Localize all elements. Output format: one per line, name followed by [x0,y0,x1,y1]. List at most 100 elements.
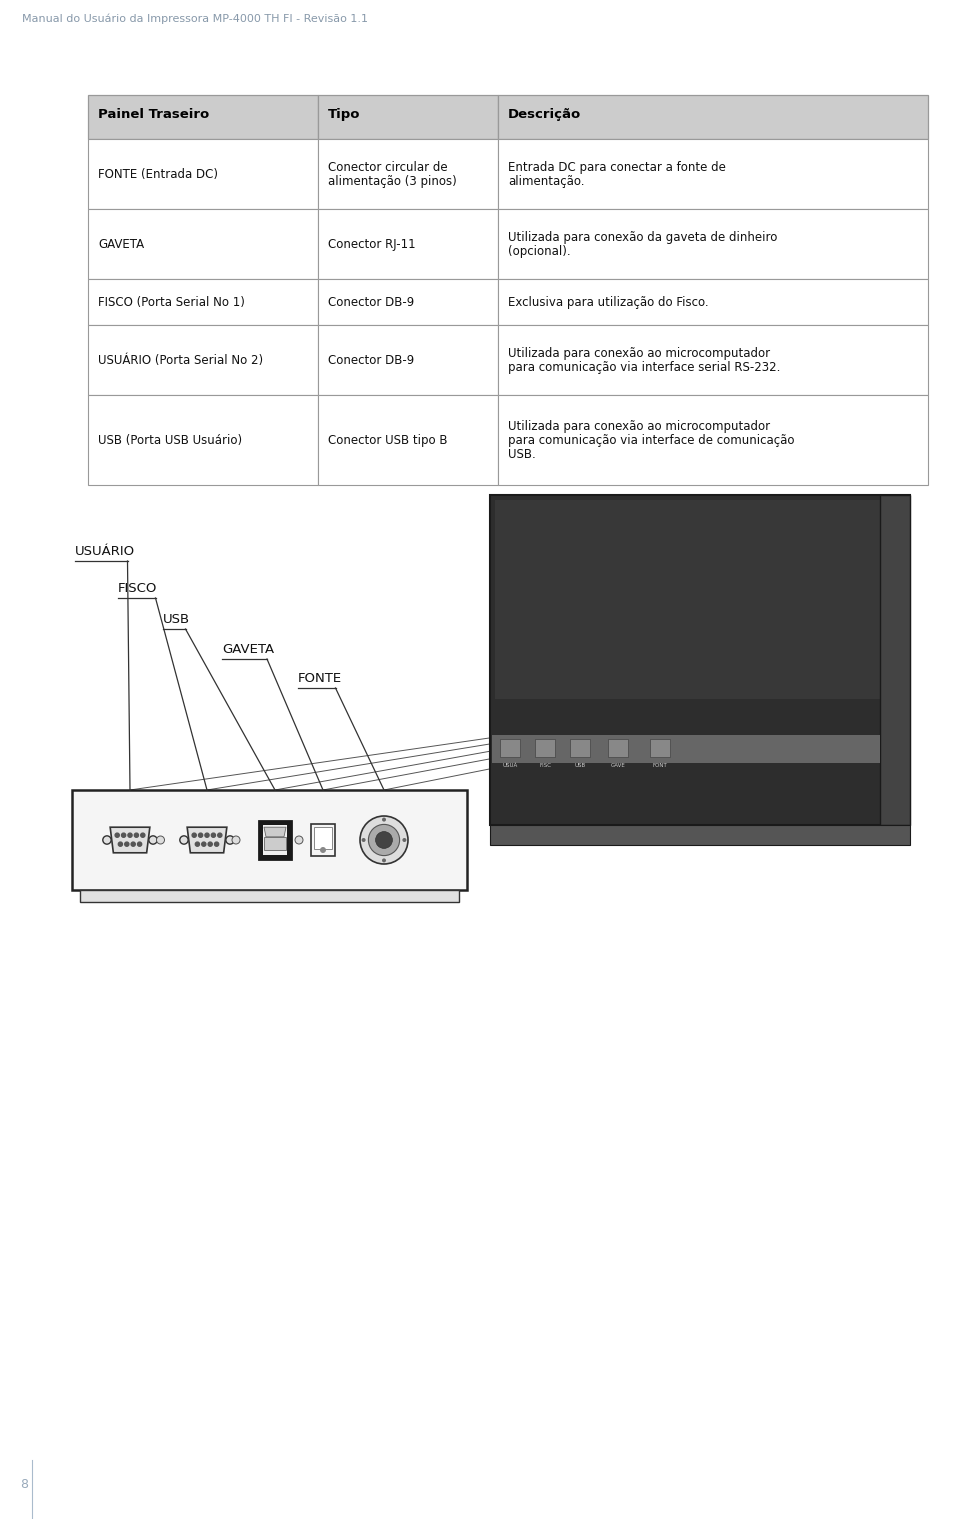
Bar [88,325,318,395]
Text: Entrada DC para conectar a fonte de: Entrada DC para conectar a fonte de [508,161,726,175]
Text: FONTE: FONTE [298,671,342,685]
Polygon shape [187,828,227,852]
Text: Conector circular de: Conector circular de [328,161,447,175]
Circle shape [199,832,203,837]
Circle shape [134,832,138,837]
Text: Utilizada para conexão da gaveta de dinheiro: Utilizada para conexão da gaveta de dinh… [508,231,778,245]
Text: USB: USB [163,614,190,626]
Bar [490,825,910,845]
Circle shape [125,842,129,846]
Bar [498,210,928,279]
Circle shape [375,831,393,849]
Text: GAVE: GAVE [611,763,625,769]
Circle shape [232,835,240,845]
Bar [650,740,670,756]
Circle shape [382,858,386,863]
Circle shape [122,832,126,837]
Text: FISC: FISC [539,763,551,769]
Bar [498,96,928,140]
Circle shape [382,817,386,822]
Text: Conector DB-9: Conector DB-9 [328,354,415,368]
Text: Painel Traseiro: Painel Traseiro [98,108,209,122]
Circle shape [208,842,212,846]
Bar [259,820,291,860]
Text: GAVETA: GAVETA [222,643,275,656]
Bar [88,210,318,279]
Circle shape [369,825,399,855]
Text: USB (Porta USB Usuário): USB (Porta USB Usuário) [98,434,242,447]
Circle shape [128,832,132,837]
Circle shape [132,842,135,846]
Bar [535,740,555,756]
Bar [318,279,498,325]
Circle shape [149,835,157,845]
Circle shape [118,842,123,846]
Circle shape [202,842,205,846]
Polygon shape [110,828,150,852]
Text: Utilizada para conexão ao microcomputador: Utilizada para conexão ao microcomputado… [508,419,770,433]
Bar [318,325,498,395]
Bar [318,395,498,485]
Bar [264,837,286,851]
Polygon shape [264,828,286,837]
Bar [880,495,910,825]
Bar [490,495,910,825]
Bar [498,279,928,325]
Bar [318,96,498,140]
Text: FISCO (Porta Serial No 1): FISCO (Porta Serial No 1) [98,296,245,308]
Circle shape [103,835,111,845]
Circle shape [137,842,142,846]
Bar [88,395,318,485]
Circle shape [295,835,303,845]
Bar [498,395,928,485]
Circle shape [204,832,209,837]
Bar [492,735,880,763]
Bar [318,210,498,279]
Circle shape [362,838,366,842]
Circle shape [115,832,119,837]
Text: para comunicação via interface de comunicação: para comunicação via interface de comuni… [508,434,795,447]
Circle shape [320,848,326,854]
Text: USUÁRIO (Porta Serial No 2): USUÁRIO (Porta Serial No 2) [98,354,263,368]
Bar [314,826,332,849]
Text: USB.: USB. [508,448,536,460]
Circle shape [218,832,222,837]
Bar [498,140,928,210]
Circle shape [211,832,215,837]
Text: Tipo: Tipo [328,108,361,122]
Circle shape [402,838,406,842]
Circle shape [141,832,145,837]
Bar [318,140,498,210]
Bar [500,740,520,756]
Text: Utilizada para conexão ao microcomputador: Utilizada para conexão ao microcomputado… [508,346,770,360]
Bar [311,823,335,857]
Text: Descrição: Descrição [508,108,581,122]
Text: FONTE (Entrada DC): FONTE (Entrada DC) [98,169,218,181]
Text: Conector DB-9: Conector DB-9 [328,296,415,308]
Circle shape [180,835,188,845]
Text: Manual do Usuário da Impressora MP-4000 TH FI - Revisão 1.1: Manual do Usuário da Impressora MP-4000 … [22,14,368,24]
Text: FISCO: FISCO [118,582,157,595]
Text: GAVETA: GAVETA [98,238,144,251]
Bar [263,825,287,855]
Text: Conector RJ-11: Conector RJ-11 [328,238,416,251]
Text: Exclusiva para utilização do Fisco.: Exclusiva para utilização do Fisco. [508,296,708,308]
Text: USUÁ: USUÁ [502,763,517,769]
Text: FONT: FONT [653,763,667,769]
Bar [498,325,928,395]
Bar [80,890,459,902]
Circle shape [214,842,219,846]
Bar [72,790,467,890]
Bar [495,500,910,699]
Bar [608,740,628,756]
Bar [88,279,318,325]
Text: Conector USB tipo B: Conector USB tipo B [328,434,447,447]
Text: 8: 8 [20,1478,28,1492]
Circle shape [226,835,234,845]
Text: (opcional).: (opcional). [508,245,570,258]
Text: para comunicação via interface serial RS-232.: para comunicação via interface serial RS… [508,362,780,374]
Circle shape [192,832,196,837]
Bar [88,140,318,210]
Circle shape [156,835,164,845]
Circle shape [195,842,200,846]
